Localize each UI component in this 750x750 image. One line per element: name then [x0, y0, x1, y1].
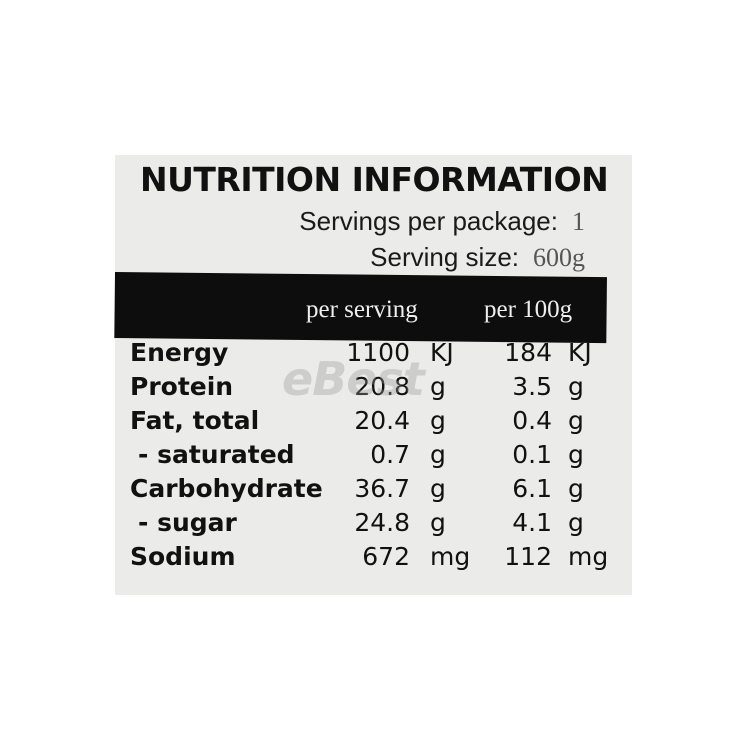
per-100g-unit: g [568, 440, 584, 469]
nutrient-name: Carbohydrate [130, 474, 323, 503]
per-100g-unit: g [568, 406, 584, 435]
watermark-logo: eBest [282, 352, 425, 406]
per-serving-value: 1100 [346, 338, 410, 367]
per-100g-unit: g [568, 372, 584, 401]
per-serving-unit: g [430, 508, 446, 537]
per-100g-value: 112 [504, 542, 552, 571]
serving-size: Serving size: 600g [370, 242, 585, 273]
nutrient-row: - sugar 24.8 g 4.1 g [0, 508, 750, 542]
per-serving-value: 36.7 [354, 474, 410, 503]
column-header-per-serving: per serving [306, 296, 418, 323]
per-serving-unit: g [430, 474, 446, 503]
per-100g-unit: KJ [568, 338, 592, 367]
per-serving-value: 20.8 [354, 372, 410, 401]
per-serving-unit: g [430, 440, 446, 469]
per-100g-value: 0.4 [512, 406, 552, 435]
per-serving-value: 20.4 [354, 406, 410, 435]
servings-label: Servings per package: [299, 206, 558, 236]
per-serving-value: 672 [362, 542, 410, 571]
per-100g-unit: g [568, 474, 584, 503]
per-100g-unit: mg [568, 542, 609, 571]
per-100g-value: 184 [504, 338, 552, 367]
label-title: NUTRITION INFORMATION [140, 160, 609, 199]
nutrient-name: Protein [130, 372, 234, 401]
servings-per-package: Servings per package: 1 [299, 206, 585, 237]
nutrient-row: Sodium 672 mg 112 mg [0, 542, 750, 576]
per-serving-unit: mg [430, 542, 471, 571]
nutrient-name: - sugar [138, 508, 237, 537]
per-serving-unit: g [430, 372, 446, 401]
nutrient-name: Sodium [130, 542, 236, 571]
nutrient-row: Carbohydrate 36.7 g 6.1 g [0, 474, 750, 508]
per-serving-unit: KJ [430, 338, 454, 367]
nutrient-row: Protein 20.8 g 3.5 g [0, 372, 750, 406]
per-serving-value: 0.7 [370, 440, 410, 469]
serving-size-value: 600g [533, 243, 585, 272]
per-serving-unit: g [430, 406, 446, 435]
servings-value: 1 [572, 207, 585, 236]
serving-size-label: Serving size: [370, 242, 519, 272]
per-serving-value: 24.8 [354, 508, 410, 537]
per-100g-value: 0.1 [512, 440, 552, 469]
nutrient-row: - saturated 0.7 g 0.1 g [0, 440, 750, 474]
nutrient-row: Energy 1100 KJ 184 KJ [0, 338, 750, 372]
per-100g-unit: g [568, 508, 584, 537]
per-100g-value: 3.5 [512, 372, 552, 401]
nutrient-name: Fat, total [130, 406, 260, 435]
per-100g-value: 6.1 [512, 474, 552, 503]
nutrient-name: - saturated [138, 440, 295, 469]
per-100g-value: 4.1 [512, 508, 552, 537]
nutrition-label [115, 155, 632, 595]
column-header-per-100g: per 100g [484, 296, 573, 323]
nutrient-name: Energy [130, 338, 229, 367]
nutrient-row: Fat, total 20.4 g 0.4 g [0, 406, 750, 440]
